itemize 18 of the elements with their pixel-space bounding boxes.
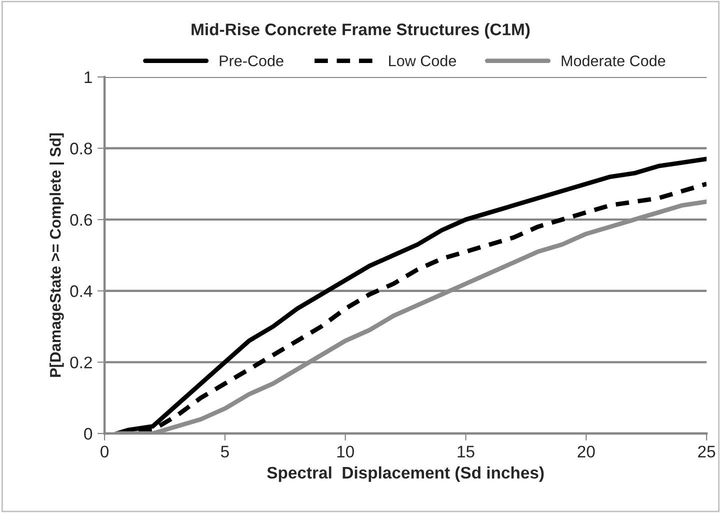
legend-label: Low Code (389, 55, 456, 66)
x-tick-label: 10 (337, 446, 354, 458)
y-tick-label: 0.4 (70, 285, 92, 298)
x-tick-label: 25 (698, 446, 716, 458)
y-tick-label: 0 (84, 428, 92, 440)
chart-title: Mid-Rise Concrete Frame Structures (C1M) (192, 23, 530, 39)
x-axis-title: Spectral Displacement (Sd inches) (267, 466, 544, 482)
legend-label: Moderate Code (562, 55, 666, 66)
legend-label: Pre-Code (220, 55, 284, 66)
x-tick-label: 15 (458, 446, 474, 458)
x-tick-label: 0 (100, 446, 109, 458)
y-tick-label: 1 (84, 72, 92, 83)
y-axis-title: P[DamageState >= Complete | Sd] (50, 133, 64, 377)
y-tick-label: 0.2 (70, 356, 92, 368)
y-tick-label: 0.8 (70, 142, 92, 154)
x-tick-label: 20 (578, 446, 595, 458)
x-tick-label: 5 (220, 446, 229, 458)
y-tick-label: 0.6 (70, 214, 92, 226)
